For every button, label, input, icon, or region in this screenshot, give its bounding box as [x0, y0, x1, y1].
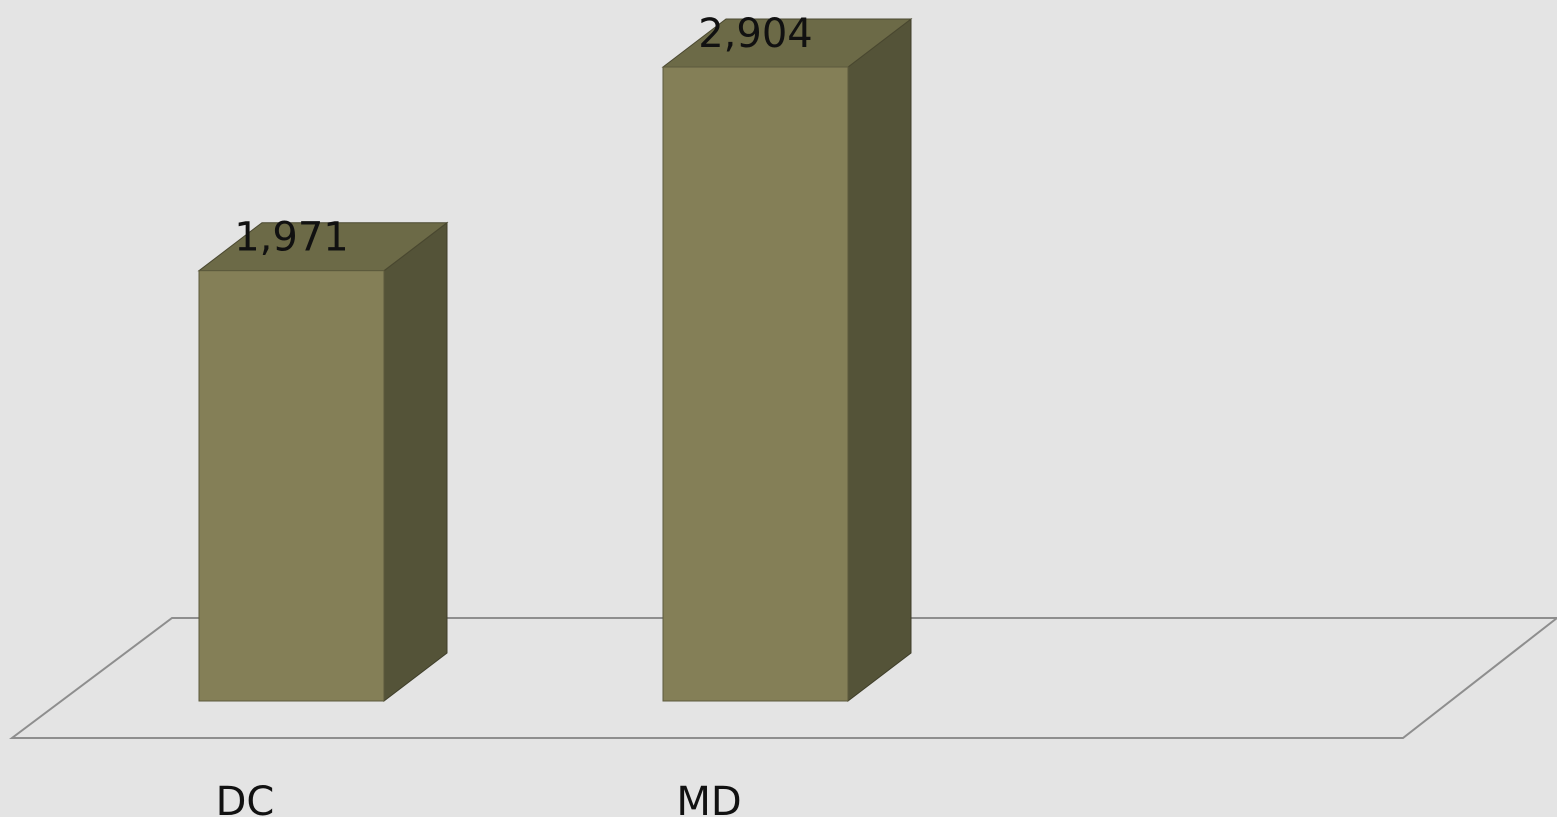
bar-dc-front — [198, 270, 385, 702]
bar-md-side — [847, 17, 912, 703]
bars-layer — [197, 17, 913, 703]
bar-dc-side — [383, 221, 448, 703]
chart-floor — [9, 617, 1557, 739]
category-label-dc: DC — [216, 779, 275, 817]
bar-md-front — [662, 66, 849, 702]
bar-md — [661, 17, 913, 703]
bar-dc — [197, 221, 449, 703]
category-label-md: MD — [676, 779, 741, 817]
data-label-md: 2,904 — [698, 11, 813, 57]
data-label-dc: 1,971 — [234, 215, 349, 261]
labels-layer: 1,971 DC 2,904 MD — [216, 11, 813, 817]
